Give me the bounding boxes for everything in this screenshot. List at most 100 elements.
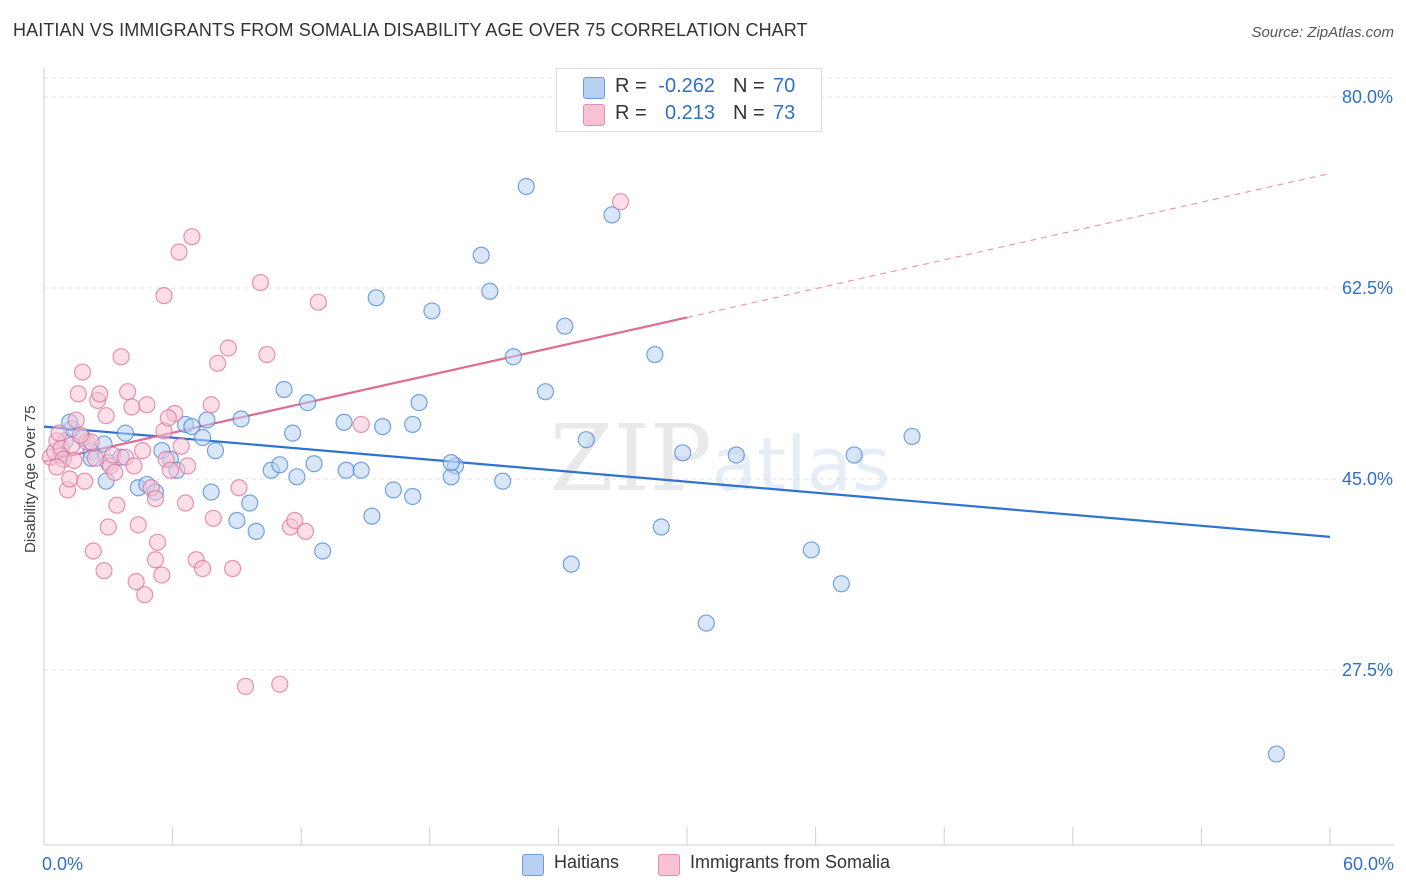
y-axis-label: Disability Age Over 75 bbox=[22, 405, 39, 553]
point-haitians bbox=[674, 444, 692, 462]
legend-swatch-blue bbox=[583, 77, 605, 99]
point-somalia bbox=[73, 363, 92, 381]
point-haitians bbox=[802, 541, 820, 559]
point-haitians bbox=[194, 428, 212, 447]
point-haitians bbox=[903, 427, 921, 446]
point-somalia bbox=[194, 559, 212, 578]
point-somalia bbox=[61, 470, 79, 488]
point-somalia bbox=[153, 566, 171, 584]
point-haitians bbox=[536, 383, 555, 401]
point-haitians bbox=[363, 507, 381, 525]
point-somalia bbox=[176, 494, 195, 512]
point-haitians bbox=[374, 418, 392, 436]
point-somalia bbox=[251, 273, 270, 292]
axes bbox=[43, 68, 1394, 846]
point-haitians bbox=[646, 345, 664, 364]
point-haitians bbox=[288, 468, 306, 486]
point-haitians bbox=[562, 555, 580, 573]
point-haitians bbox=[206, 442, 225, 460]
point-haitians bbox=[404, 487, 422, 506]
point-somalia bbox=[67, 411, 85, 429]
point-haitians bbox=[247, 522, 265, 540]
tick-labels: 27.5% 45.0% 62.5% 80.0% 0.0% 60.0% bbox=[42, 87, 1394, 874]
point-somalia bbox=[76, 472, 94, 490]
point-haitians bbox=[652, 518, 670, 536]
point-somalia bbox=[71, 426, 90, 444]
point-somalia bbox=[209, 354, 227, 372]
watermark: ZIPatlas bbox=[550, 405, 891, 512]
point-haitians bbox=[832, 575, 850, 593]
point-haitians bbox=[442, 454, 460, 472]
point-haitians bbox=[697, 614, 715, 632]
point-haitians bbox=[116, 424, 135, 442]
point-somalia bbox=[230, 479, 248, 497]
x-tick-label: 0.0% bbox=[42, 854, 83, 874]
point-haitians bbox=[275, 380, 293, 399]
legend-swatch-blue bbox=[522, 854, 544, 876]
point-somalia bbox=[106, 463, 124, 482]
point-haitians bbox=[352, 461, 370, 479]
point-somalia bbox=[258, 345, 276, 364]
point-somalia bbox=[236, 677, 255, 695]
point-somalia bbox=[84, 542, 102, 560]
point-somalia bbox=[179, 457, 197, 475]
legend-r-label: R = bbox=[615, 102, 647, 124]
point-haitians bbox=[556, 317, 574, 335]
point-haitians bbox=[202, 483, 220, 501]
point-haitians bbox=[472, 246, 490, 264]
point-haitians bbox=[384, 481, 402, 499]
point-somalia bbox=[170, 243, 188, 261]
point-haitians bbox=[367, 289, 385, 307]
point-somalia bbox=[224, 559, 242, 578]
point-haitians bbox=[410, 394, 428, 412]
point-haitians bbox=[517, 177, 535, 196]
trend-line-haitians bbox=[43, 425, 1331, 538]
point-haitians bbox=[314, 542, 332, 560]
point-somalia bbox=[204, 509, 222, 527]
point-somalia bbox=[86, 449, 105, 467]
legend-r-value: -0.262 bbox=[658, 75, 715, 97]
point-haitians bbox=[305, 455, 323, 473]
point-somalia bbox=[161, 461, 180, 479]
point-somalia bbox=[97, 407, 115, 425]
point-somalia bbox=[48, 458, 66, 476]
y-tick-label: 80.0% bbox=[1342, 87, 1393, 107]
point-somalia bbox=[159, 409, 177, 427]
chart-title: HAITIAN VS IMMIGRANTS FROM SOMALIA DISAB… bbox=[13, 20, 808, 40]
legend-n-value: 70 bbox=[773, 75, 796, 97]
point-somalia bbox=[99, 518, 117, 536]
point-somalia bbox=[183, 228, 201, 246]
point-haitians bbox=[337, 461, 355, 479]
legend-n-value: 73 bbox=[773, 102, 796, 124]
point-somalia bbox=[125, 457, 143, 475]
point-somalia bbox=[202, 396, 220, 414]
legend-r-value: 0.213 bbox=[664, 102, 715, 124]
legend-n-label: N = bbox=[733, 102, 765, 124]
legend-n-label: N = bbox=[733, 75, 765, 97]
x-tick-label: 60.0% bbox=[1343, 854, 1394, 874]
point-haitians bbox=[423, 302, 441, 320]
point-somalia bbox=[136, 586, 154, 604]
point-haitians bbox=[232, 410, 250, 428]
point-somalia bbox=[50, 424, 68, 442]
trend-line-somalia-extension bbox=[686, 172, 1331, 319]
point-somalia bbox=[352, 415, 370, 434]
point-haitians bbox=[727, 446, 745, 464]
point-somalia bbox=[148, 533, 167, 551]
legend-label: Haitians bbox=[554, 852, 620, 872]
point-haitians bbox=[271, 456, 289, 474]
grid-lines bbox=[44, 77, 1394, 671]
point-somalia bbox=[91, 385, 109, 403]
point-somalia bbox=[127, 572, 145, 591]
point-somalia bbox=[296, 522, 315, 540]
point-somalia bbox=[123, 398, 141, 416]
point-somalia bbox=[118, 383, 137, 401]
y-tick-label: 62.5% bbox=[1342, 278, 1393, 298]
stats-legend: R = -0.262 N = 70 R = 0.213 N = 73 bbox=[556, 68, 822, 132]
point-haitians bbox=[335, 413, 353, 431]
point-somalia bbox=[286, 511, 304, 530]
point-somalia bbox=[146, 551, 165, 569]
y-tick-label: 27.5% bbox=[1342, 660, 1393, 680]
point-haitians bbox=[183, 418, 201, 436]
